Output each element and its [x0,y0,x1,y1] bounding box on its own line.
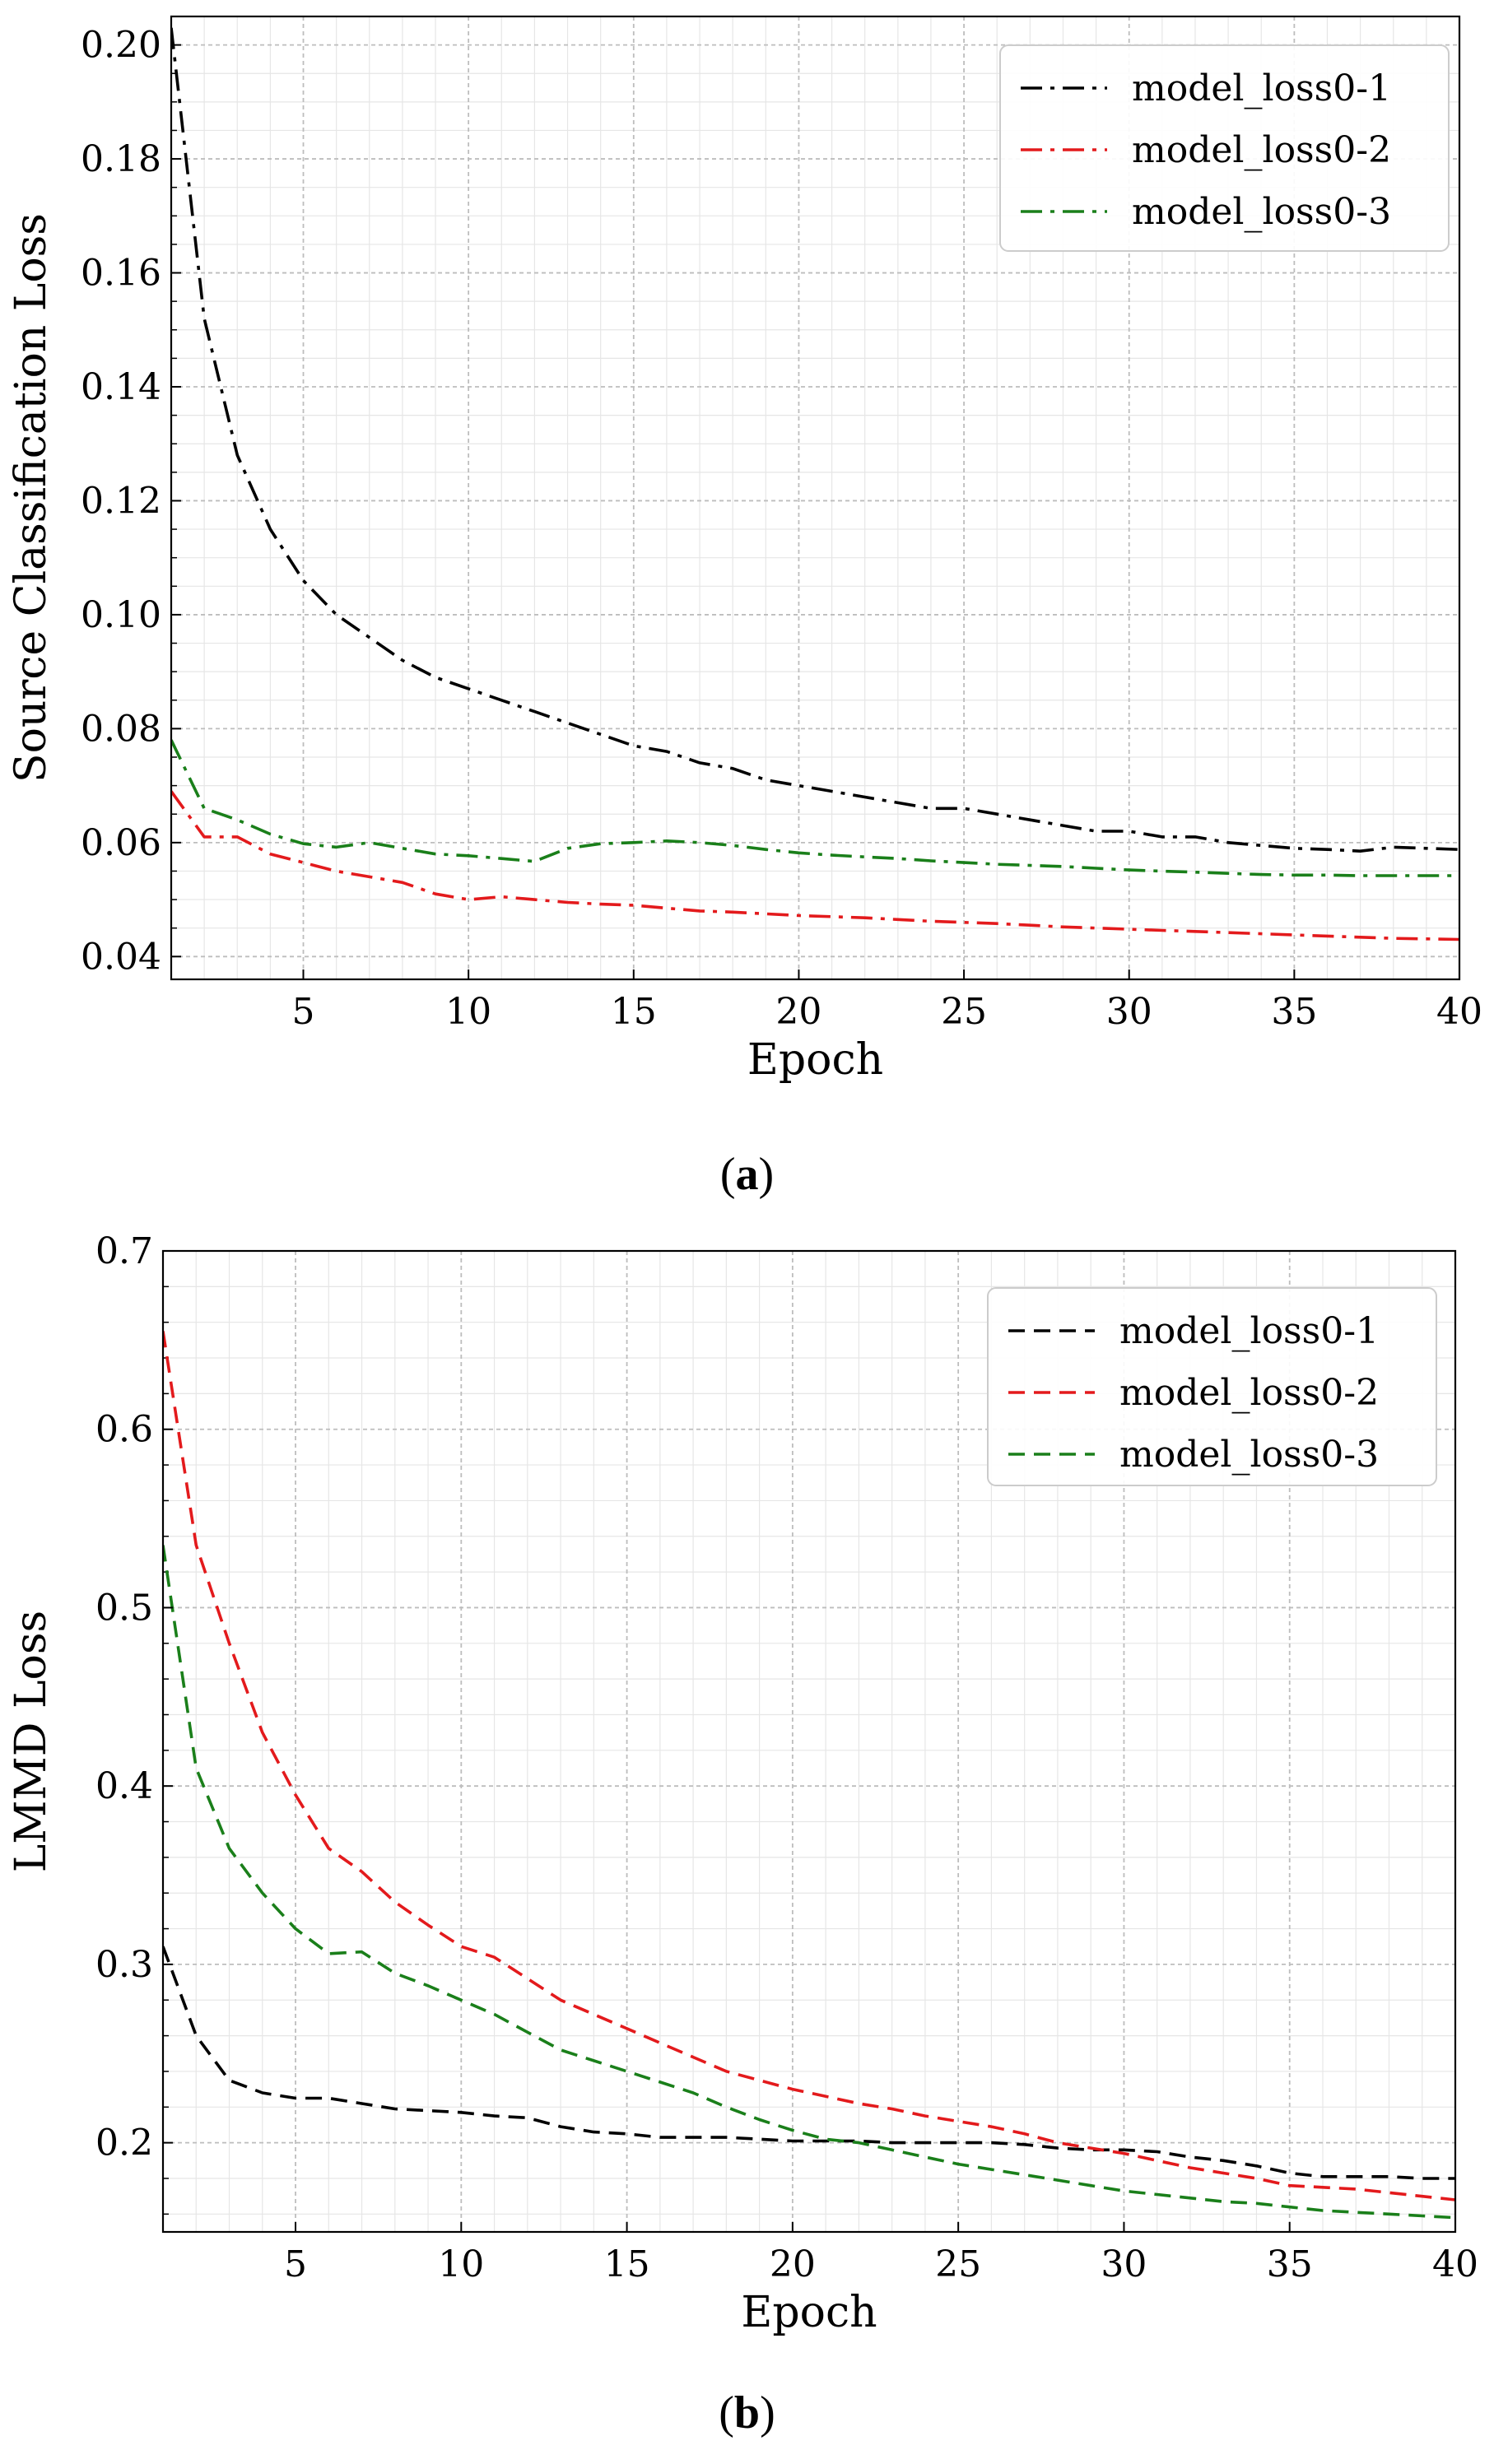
caption-a-label: a [735,1149,759,1200]
y-tick-label: 0.2 [95,2122,153,2164]
x-tick-label: 5 [292,991,315,1033]
x-tick-label: 5 [284,2243,307,2285]
caption-b: (b) [719,2387,775,2438]
x-tick-label: 40 [1432,2243,1478,2285]
y-tick-label: 0.5 [95,1587,153,1629]
y-tick-label: 0.4 [95,1765,153,1807]
x-tick-label: 15 [611,991,657,1033]
x-tick-label: 30 [1106,991,1152,1033]
x-tick-label: 20 [775,991,821,1033]
series-line-model_loss0-2 [163,1331,1455,2201]
y-tick-label: 0.6 [95,1409,153,1451]
series-line-model_loss0-1 [163,1946,1455,2180]
caption-a: (a) [719,1149,775,1200]
plot-frame [170,15,1461,981]
legend-label: model_loss0-1 [1119,1310,1379,1352]
y-tick-label: 0.18 [81,138,161,180]
legend-label: model_loss0-2 [1132,129,1391,171]
legend-label: model_loss0-3 [1119,1434,1379,1476]
x-tick-label: 25 [941,991,987,1033]
plot-frame [161,1249,1457,2234]
series-line-model_loss0-3 [171,739,1459,877]
y-axis-label: LMMD Loss [7,1611,56,1872]
y-tick-label: 0.20 [81,25,161,67]
caption-b-label: b [733,2387,761,2438]
y-tick-label: 0.08 [81,708,161,750]
y-tick-label: 0.14 [81,366,161,408]
y-tick-label: 0.10 [81,594,161,636]
series-line-model_loss0-2 [171,790,1459,941]
legend-label: model_loss0-3 [1132,191,1391,233]
y-tick-label: 0.04 [81,936,161,978]
x-tick-label: 15 [604,2243,650,2285]
x-tick-label: 30 [1101,2243,1147,2285]
series-line-model_loss0-3 [163,1545,1455,2220]
y-axis-label: Source Classification Loss [7,213,56,783]
x-axis-label: Epoch [741,2288,877,2337]
x-tick-label: 10 [438,2243,484,2285]
x-axis-label: Epoch [747,1035,883,1085]
legend-label: model_loss0-2 [1119,1372,1379,1414]
legend-label: model_loss0-1 [1132,67,1391,109]
x-tick-label: 10 [445,991,491,1033]
x-tick-label: 40 [1436,991,1482,1033]
chart-panel-a: 5 10 15 20 25 30 35 40 0.04 0.06 0.08 0.10 0.12 0.14 0… [7,15,1482,1085]
x-tick-label: 20 [770,2243,816,2285]
legend-box [987,1287,1437,1486]
y-tick-label: 0.16 [81,253,161,295]
x-tick-label: 35 [1271,991,1317,1033]
x-tick-label: 25 [935,2243,981,2285]
y-tick-label: 0.7 [95,1230,153,1272]
y-tick-label: 0.3 [95,1944,153,1986]
y-tick-label: 0.06 [81,822,161,864]
y-tick-label: 0.12 [81,480,161,522]
legend-box [999,44,1450,252]
series-line-model_loss0-1 [171,27,1459,853]
x-tick-label: 35 [1267,2243,1313,2285]
chart-panel-b: 5 10 15 20 25 30 35 40 0.2 0.3 0.4 0.5 0.6 0.7 Epoch LM… [7,1230,1478,2337]
